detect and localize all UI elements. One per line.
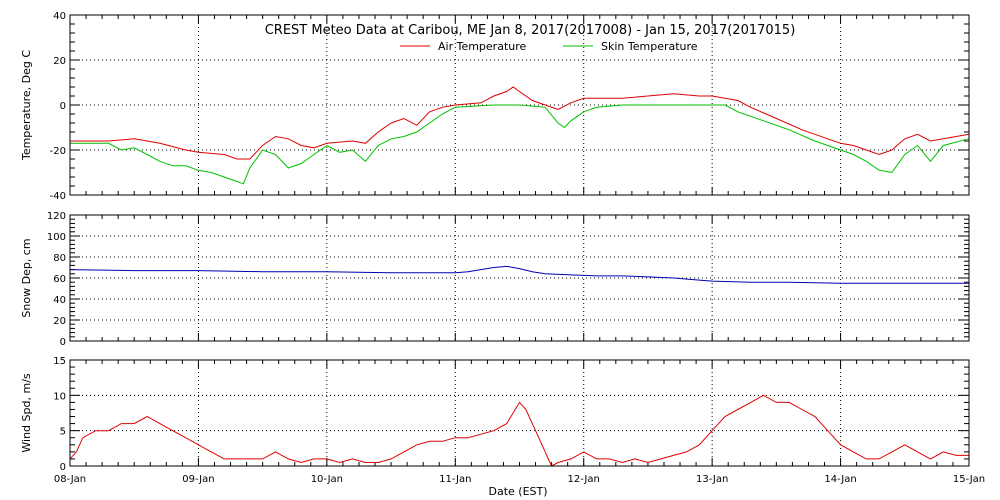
panel-wind: 0 5 10 15 Wind Spd, m/s [20,356,970,473]
y-tick-label: 0 [60,462,66,473]
y-tick-label: 100 [47,232,66,243]
plot-frame [69,214,970,342]
x-tick-label: 09-Jan [182,474,214,485]
plot-frame [69,359,970,467]
x-tick-label: 14-Jan [824,474,856,485]
y-tick-label: 40 [53,295,66,306]
chart-panels: -40 -20 0 20 40 Temperature, Deg C Air Tempera… [20,11,985,485]
y-tick-label: 15 [53,356,66,367]
x-tick-label: 11-Jan [439,474,471,485]
x-tick-label: 12-Jan [568,474,600,485]
y-tick-label: 0 [60,101,66,112]
x-tick-label: 15-Jan [953,474,985,485]
legend-label: Air Temperature [438,40,527,53]
x-tick-label: 08-Jan [54,474,86,485]
series-temperature-air-temperature [70,86,970,160]
y-tick-label: 40 [53,11,66,22]
panel-snow: 0 20 40 60 80 100 120 Snow Dep, cm [20,211,970,348]
x-tick-label: 13-Jan [696,474,728,485]
series-wind-0 [69,394,969,467]
series-temperature-skin-temperature [70,104,970,185]
y-tick-label: 80 [53,253,66,264]
y-tick-label: 20 [53,56,66,67]
y-tick-label: -40 [50,191,66,202]
y-tick-label: 5 [60,427,66,438]
y-tick-label: 0 [60,337,66,348]
legend-label: Skin Temperature [601,40,698,53]
y-axis-label: Wind Spd, m/s [20,373,33,453]
x-axis-label: Date (EST) [488,485,547,498]
series-snow-0 [69,265,969,284]
y-tick-label: 10 [53,391,66,402]
y-tick-label: 60 [53,274,66,285]
panel-temperature: -40 -20 0 20 40 Temperature, Deg C Air Tempera… [20,11,970,202]
x-tick-label: 10-Jan [311,474,343,485]
y-tick-label: 20 [53,316,66,327]
y-axis-label: Snow Dep, cm [20,238,33,317]
y-tick-label: 120 [47,211,66,222]
legend: Air Temperature Skin Temperature [400,40,698,53]
plot-frame [69,14,970,196]
chart-title: CREST Meteo Data at Caribou, ME Jan 8, 2… [265,23,796,38]
y-tick-label: -20 [50,146,66,157]
y-axis-label: Temperature, Deg C [20,50,33,161]
